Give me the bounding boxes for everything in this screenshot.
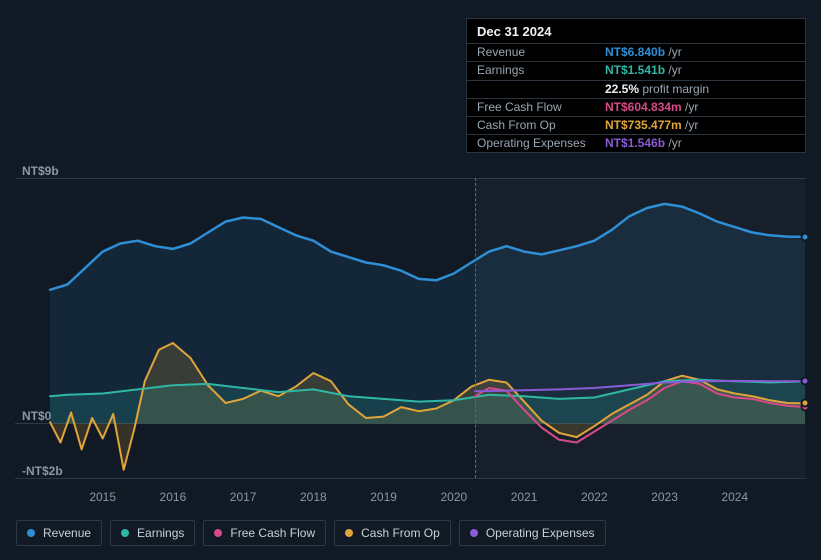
- legend-label: Free Cash Flow: [230, 526, 315, 540]
- tooltip-row-value: NT$735.477m /yr: [605, 119, 698, 132]
- legend-label: Revenue: [43, 526, 91, 540]
- cfo-endpoint: [801, 399, 810, 408]
- tooltip-row: Free Cash Flow NT$604.834m /yr: [467, 98, 805, 116]
- tooltip-date: Dec 31 2024: [467, 19, 805, 43]
- tooltip-row-label: Free Cash Flow: [477, 101, 589, 114]
- tooltip-row-value: NT$604.834m /yr: [605, 101, 698, 114]
- chart-legend: Revenue Earnings Free Cash Flow Cash From O…: [16, 520, 606, 546]
- tooltip-row-value: NT$1.546b /yr: [605, 137, 682, 150]
- revenue-endpoint: [801, 232, 810, 241]
- legend-label: Operating Expenses: [486, 526, 595, 540]
- tooltip-row-label: Earnings: [477, 64, 589, 77]
- legend-dot-icon: [27, 529, 35, 537]
- date-tracker-line: [475, 178, 476, 478]
- legend-dot-icon: [470, 529, 478, 537]
- legend-item-fcf[interactable]: Free Cash Flow: [203, 520, 326, 546]
- tooltip-row-value: NT$1.541b /yr: [605, 64, 682, 77]
- tooltip-row-label: Operating Expenses: [477, 137, 589, 150]
- legend-label: Earnings: [137, 526, 184, 540]
- legend-dot-icon: [345, 529, 353, 537]
- legend-label: Cash From Op: [361, 526, 440, 540]
- tooltip-row-label: Cash From Op: [477, 119, 589, 132]
- legend-dot-icon: [214, 529, 222, 537]
- legend-dot-icon: [121, 529, 129, 537]
- tooltip-row: Earnings NT$1.541b /yr: [467, 61, 805, 79]
- tooltip-row-value: 22.5% profit margin: [605, 83, 709, 96]
- tooltip-row-label: Revenue: [477, 46, 589, 59]
- legend-item-earnings[interactable]: Earnings: [110, 520, 195, 546]
- tooltip-row: Cash From Op NT$735.477m /yr: [467, 116, 805, 134]
- hover-tooltip: Dec 31 2024 Revenue NT$6.840b /yr Earnings…: [466, 18, 806, 153]
- legend-item-revenue[interactable]: Revenue: [16, 520, 102, 546]
- tooltip-row-value: NT$6.840b /yr: [605, 46, 682, 59]
- legend-item-opex[interactable]: Operating Expenses: [459, 520, 606, 546]
- tooltip-row: 22.5% profit margin: [467, 80, 805, 98]
- tooltip-row: Operating Expenses NT$1.546b /yr: [467, 134, 805, 152]
- opex-endpoint: [801, 377, 810, 386]
- legend-item-cfo[interactable]: Cash From Op: [334, 520, 451, 546]
- tooltip-row-label: [477, 83, 589, 96]
- tooltip-row: Revenue NT$6.840b /yr: [467, 43, 805, 61]
